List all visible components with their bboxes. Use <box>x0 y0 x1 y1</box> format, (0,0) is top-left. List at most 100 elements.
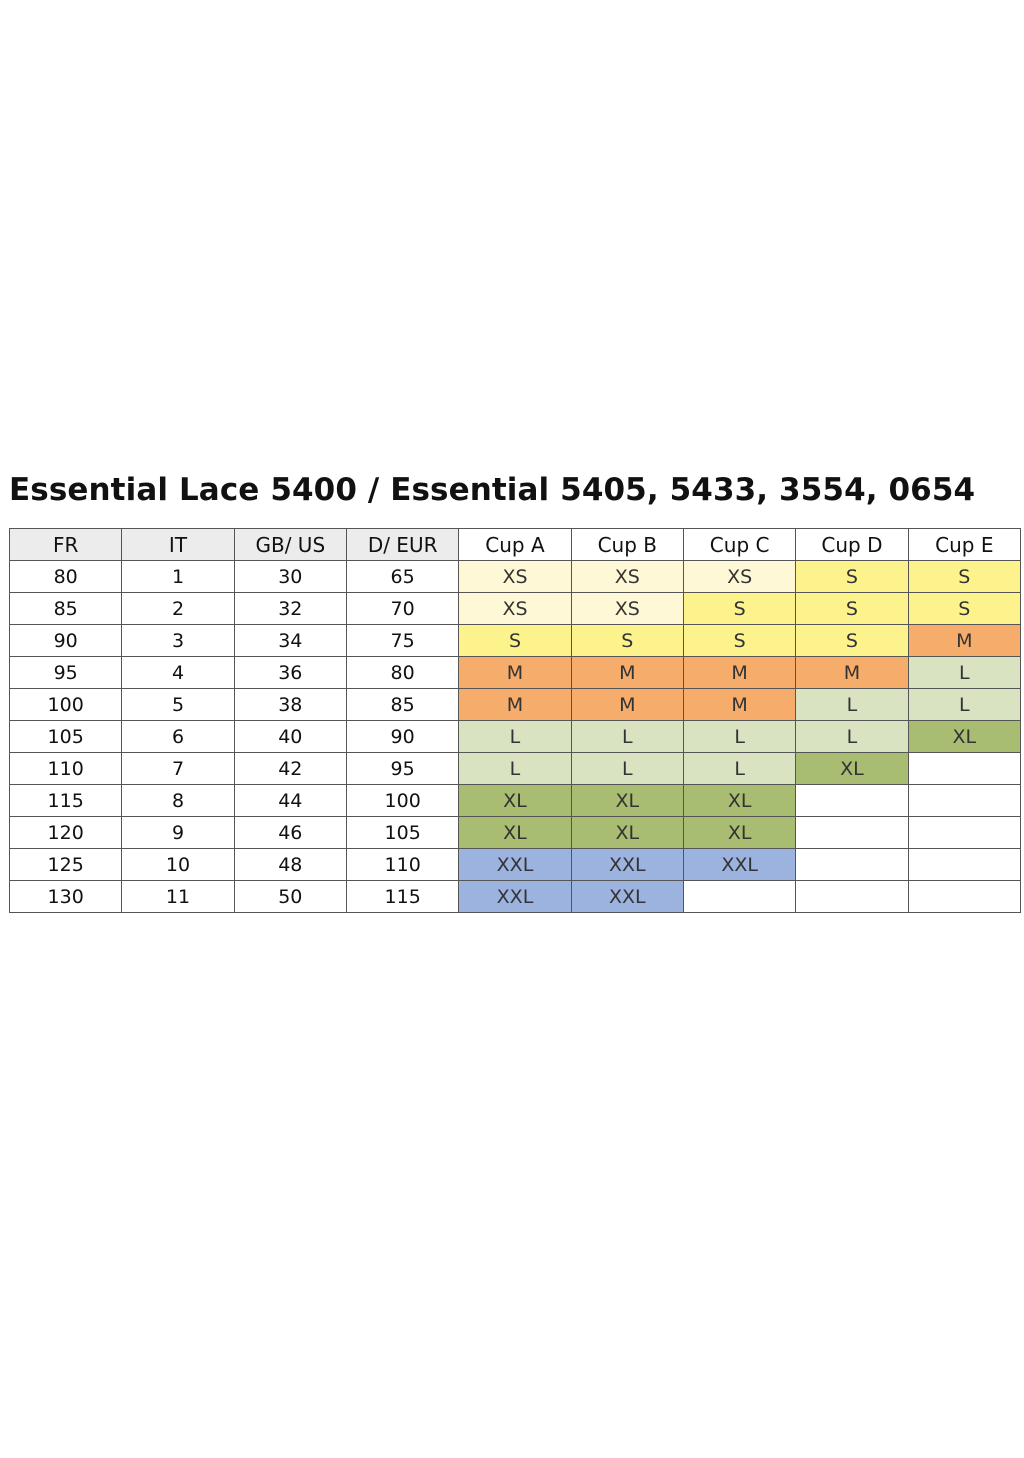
cell-cup-a: S <box>458 624 572 657</box>
cell-it: 9 <box>121 816 235 849</box>
cell-cup-d: L <box>795 688 909 721</box>
cell-cup-c <box>682 880 797 913</box>
cell-cup-e: L <box>907 656 1022 689</box>
cell-cup-d <box>795 880 909 913</box>
cell-cup-b: M <box>570 656 684 689</box>
table-row: 110 7 42 95 L L L XL <box>8 752 1022 785</box>
cell-d-eur: 100 <box>345 784 460 817</box>
cell-cup-b: XS <box>570 592 684 625</box>
cell-fr: 90 <box>8 624 123 657</box>
size-chart-table: FR IT GB/ US D/ EUR Cup A Cup B Cup C Cu… <box>8 528 1022 913</box>
cell-cup-a: XXL <box>458 848 572 881</box>
cell-cup-a: M <box>458 656 572 689</box>
cell-cup-a: XS <box>458 592 572 625</box>
cell-fr: 115 <box>8 784 123 817</box>
header-cup-c: Cup C <box>682 528 797 561</box>
header-cup-d: Cup D <box>795 528 909 561</box>
table-header: FR IT GB/ US D/ EUR Cup A Cup B Cup C Cu… <box>8 528 1022 561</box>
cell-cup-e: M <box>907 624 1022 657</box>
cell-cup-e <box>907 752 1022 785</box>
cell-fr: 100 <box>8 688 123 721</box>
cell-cup-c: M <box>682 688 797 721</box>
cell-gb-us: 48 <box>233 848 347 881</box>
cell-gb-us: 36 <box>233 656 347 689</box>
table-row: 95 4 36 80 M M M M L <box>8 656 1022 689</box>
cell-cup-a: L <box>458 720 572 753</box>
cell-fr: 125 <box>8 848 123 881</box>
cell-gb-us: 42 <box>233 752 347 785</box>
cell-d-eur: 75 <box>345 624 460 657</box>
cell-cup-b: XL <box>570 784 684 817</box>
cell-it: 1 <box>121 560 235 593</box>
cell-cup-c: XL <box>682 784 797 817</box>
table-body: 80 1 30 65 XS XS XS S S 85 2 32 70 XS XS S S S 90 3 34 75 S S S S… <box>8 560 1022 913</box>
cell-d-eur: 70 <box>345 592 460 625</box>
table-row: 105 6 40 90 L L L L XL <box>8 720 1022 753</box>
cell-cup-d <box>795 784 909 817</box>
cell-cup-b: XXL <box>570 880 684 913</box>
cell-fr: 120 <box>8 816 123 849</box>
cell-cup-e <box>907 848 1022 881</box>
table-row: 130 11 50 115 XXL XXL <box>8 880 1022 913</box>
cell-cup-d <box>795 816 909 849</box>
cell-fr: 85 <box>8 592 123 625</box>
cell-d-eur: 90 <box>345 720 460 753</box>
cell-d-eur: 95 <box>345 752 460 785</box>
cell-it: 7 <box>121 752 235 785</box>
cell-cup-c: XL <box>682 816 797 849</box>
cell-cup-d <box>795 848 909 881</box>
cell-d-eur: 65 <box>345 560 460 593</box>
cell-cup-b: XXL <box>570 848 684 881</box>
cell-cup-e <box>907 784 1022 817</box>
table-row: 125 10 48 110 XXL XXL XXL <box>8 848 1022 881</box>
table-row: 115 8 44 100 XL XL XL <box>8 784 1022 817</box>
cell-d-eur: 110 <box>345 848 460 881</box>
table-row: 85 2 32 70 XS XS S S S <box>8 592 1022 625</box>
cell-cup-a: XL <box>458 816 572 849</box>
cell-cup-e: S <box>907 560 1022 593</box>
cell-cup-a: L <box>458 752 572 785</box>
cell-cup-c: XXL <box>682 848 797 881</box>
table-row: 100 5 38 85 M M M L L <box>8 688 1022 721</box>
cell-cup-c: L <box>682 752 797 785</box>
cell-cup-e <box>907 816 1022 849</box>
header-d-eur: D/ EUR <box>345 528 460 561</box>
header-cup-b: Cup B <box>570 528 684 561</box>
cell-d-eur: 80 <box>345 656 460 689</box>
header-it: IT <box>121 528 235 561</box>
cell-cup-d: M <box>795 656 909 689</box>
cell-cup-c: S <box>682 592 797 625</box>
cell-it: 5 <box>121 688 235 721</box>
cell-gb-us: 38 <box>233 688 347 721</box>
cell-it: 4 <box>121 656 235 689</box>
cell-fr: 95 <box>8 656 123 689</box>
cell-d-eur: 85 <box>345 688 460 721</box>
cell-it: 3 <box>121 624 235 657</box>
cell-cup-d: XL <box>795 752 909 785</box>
cell-cup-e: XL <box>907 720 1022 753</box>
cell-it: 10 <box>121 848 235 881</box>
cell-cup-d: L <box>795 720 909 753</box>
header-cup-e: Cup E <box>907 528 1022 561</box>
cell-cup-e: S <box>907 592 1022 625</box>
cell-cup-c: L <box>682 720 797 753</box>
page-title: Essential Lace 5400 / Essential 5405, 54… <box>9 472 976 508</box>
cell-it: 11 <box>121 880 235 913</box>
cell-d-eur: 115 <box>345 880 460 913</box>
cell-cup-d: S <box>795 560 909 593</box>
cell-cup-b: XL <box>570 816 684 849</box>
cell-fr: 80 <box>8 560 123 593</box>
header-row: FR IT GB/ US D/ EUR Cup A Cup B Cup C Cu… <box>8 528 1022 561</box>
cell-it: 2 <box>121 592 235 625</box>
cell-cup-b: L <box>570 720 684 753</box>
table-row: 120 9 46 105 XL XL XL <box>8 816 1022 849</box>
cell-gb-us: 50 <box>233 880 347 913</box>
header-gb-us: GB/ US <box>233 528 347 561</box>
cell-d-eur: 105 <box>345 816 460 849</box>
cell-cup-b: XS <box>570 560 684 593</box>
cell-cup-a: M <box>458 688 572 721</box>
cell-cup-e <box>907 880 1022 913</box>
cell-fr: 110 <box>8 752 123 785</box>
cell-gb-us: 34 <box>233 624 347 657</box>
cell-cup-d: S <box>795 592 909 625</box>
